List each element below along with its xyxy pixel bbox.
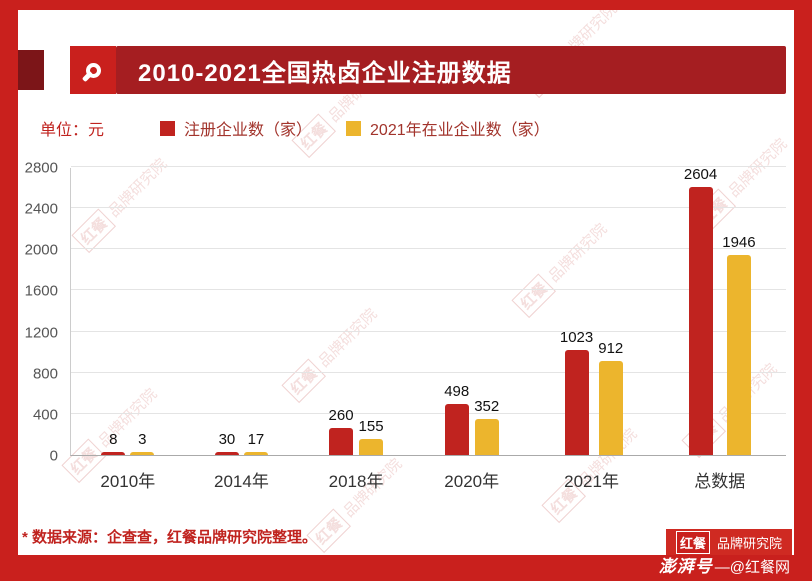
x-axis-label: 2020年	[444, 472, 500, 491]
legend-swatch-yellow	[346, 120, 362, 136]
plot-area: 8 3 2010年 30 17 2014年 260 155 2018年 498 352 2020年 10…	[70, 166, 786, 491]
credit-line: 澎湃号 —@红餐网	[659, 552, 790, 577]
bar-group: 1023 912 2021年	[559, 168, 624, 491]
gridline	[71, 248, 786, 250]
x-axis-label: 2018年	[328, 472, 384, 491]
credit-text: —@红餐网	[714, 559, 790, 576]
bar	[101, 452, 126, 455]
legend-item-registered: 注册企业数（家）	[160, 116, 312, 140]
unit-label: 单位：元	[40, 122, 105, 139]
y-tick-label: 1200	[24, 324, 58, 342]
page-title: 2010-2021全国热卤企业注册数据	[138, 59, 512, 87]
bar-group: 30 17 2014年	[214, 168, 269, 491]
bar-group: 2604 1946 总数据	[683, 166, 756, 491]
magnifier-icon-box	[70, 46, 116, 94]
title-banner: 2010-2021全国热卤企业注册数据	[116, 46, 786, 94]
bar-value-label: 8	[109, 431, 118, 448]
header: 2010-2021全国热卤企业注册数据	[18, 46, 786, 94]
x-axis-label: 2014年	[214, 472, 269, 491]
y-tick-label: 0	[49, 447, 58, 465]
pengpai-logo: 澎湃号	[658, 557, 713, 576]
bar	[474, 418, 499, 455]
bar-value-label: 155	[358, 418, 384, 436]
bar-value-label: 352	[474, 397, 500, 415]
gridline	[71, 207, 786, 209]
bar-group: 260 155 2018年	[328, 168, 384, 491]
bar-value-label: 912	[598, 340, 624, 358]
legend-label-active: 2021年在业企业数（家）	[370, 122, 550, 139]
bar-value-label: 2604	[683, 166, 718, 184]
bar-value-label: 498	[444, 382, 470, 400]
gridline	[71, 166, 786, 167]
decorative-corner-square	[18, 50, 44, 90]
y-tick-label: 2000	[24, 241, 58, 259]
brand-badge: 红餐 品牌研究院	[665, 529, 792, 555]
bar	[329, 428, 354, 455]
y-tick-label: 1600	[24, 282, 58, 300]
legend-item-active: 2021年在业企业数（家）	[346, 116, 550, 140]
legend-label-registered: 注册企业数（家）	[184, 122, 313, 139]
bar-value-label: 260	[328, 407, 354, 425]
bar	[214, 451, 239, 455]
y-tick-label: 800	[32, 365, 58, 383]
bar	[359, 439, 384, 455]
bar	[688, 187, 713, 455]
brand-logo: 红餐	[675, 530, 710, 554]
y-tick-label: 2800	[24, 159, 58, 177]
legend-swatch-red	[160, 120, 176, 136]
x-axis-label: 总数据	[694, 472, 746, 491]
bar	[444, 403, 469, 455]
bar-value-label: 1023	[559, 328, 594, 346]
bar	[564, 349, 589, 455]
bar-value-label: 30	[218, 430, 236, 448]
x-axis-label: 2021年	[564, 472, 619, 491]
source-note: * 数据来源：企查查，红餐品牌研究院整理。	[22, 529, 318, 546]
y-axis: 0 400 800 1200 1600 2000 2400 2800	[18, 160, 66, 465]
search-icon-handle	[81, 70, 93, 82]
bar	[243, 452, 268, 455]
y-tick-label: 2400	[24, 200, 58, 218]
gridline	[71, 412, 786, 414]
bar	[598, 361, 623, 455]
bar-value-label: 17	[247, 431, 265, 448]
bar-group: 8 3 2010年	[100, 168, 155, 491]
search-icon	[81, 62, 101, 82]
bar	[726, 254, 751, 455]
content-area: 红餐品牌研究院红餐品牌研究院红餐品牌研究院红餐品牌研究院红餐品牌研究院红餐品牌研…	[18, 10, 794, 555]
bar-value-label: 3	[138, 431, 147, 448]
brand-badge-text: 品牌研究院	[716, 535, 782, 551]
gridline	[71, 371, 786, 373]
bar-group: 498 352 2020年	[444, 168, 500, 491]
x-axis-label: 2010年	[100, 472, 156, 491]
legend-row: 单位：元 注册企业数（家） 2021年在业企业数（家）	[40, 116, 584, 140]
gridline	[71, 330, 786, 332]
bar	[130, 452, 155, 455]
bar-chart: 0 400 800 1200 1600 2000 2400 2800 8 3 2010年 30 17 2…	[18, 160, 794, 498]
bar-value-label: 1946	[722, 233, 756, 251]
gridline	[71, 289, 786, 291]
y-tick-label: 400	[32, 406, 58, 424]
